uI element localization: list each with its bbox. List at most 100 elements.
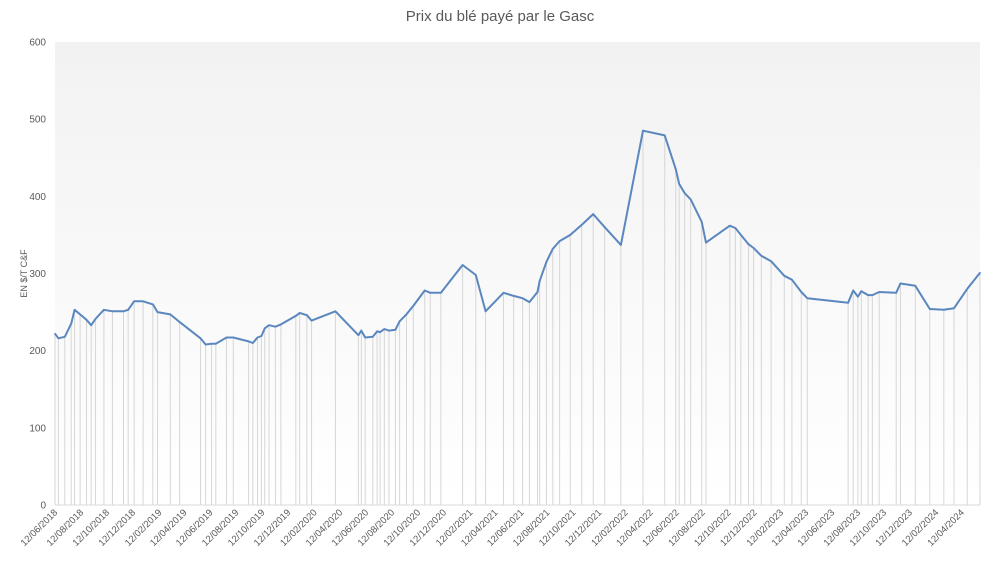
data-point bbox=[133, 300, 135, 303]
data-point bbox=[705, 241, 707, 244]
data-point bbox=[860, 290, 863, 293]
data-point bbox=[274, 325, 277, 328]
data-point bbox=[310, 319, 313, 322]
data-point bbox=[111, 310, 114, 313]
data-point bbox=[663, 134, 666, 137]
data-point bbox=[57, 337, 60, 340]
y-tick-label: 600 bbox=[29, 38, 46, 49]
data-point bbox=[552, 248, 554, 250]
data-point bbox=[210, 342, 213, 345]
data-point bbox=[620, 244, 622, 246]
data-point bbox=[678, 183, 680, 185]
data-point bbox=[334, 310, 337, 313]
data-point bbox=[152, 303, 154, 306]
data-point bbox=[878, 291, 880, 293]
data-point bbox=[747, 243, 750, 245]
data-point bbox=[521, 297, 524, 299]
data-point bbox=[73, 308, 76, 311]
data-point bbox=[90, 324, 92, 327]
data-point bbox=[79, 313, 81, 316]
data-point bbox=[122, 310, 125, 313]
data-point bbox=[847, 302, 849, 304]
data-point bbox=[360, 329, 363, 332]
data-point bbox=[871, 294, 874, 296]
y-axis-label: EN $/T C&F bbox=[19, 249, 29, 298]
drop-lines bbox=[54, 130, 981, 505]
data-point bbox=[528, 301, 531, 303]
data-point bbox=[569, 234, 572, 236]
data-point bbox=[398, 320, 401, 323]
data-point bbox=[295, 315, 297, 317]
data-point bbox=[502, 291, 505, 294]
data-point bbox=[85, 319, 88, 321]
data-point bbox=[298, 312, 301, 314]
data-point bbox=[800, 291, 803, 293]
data-point bbox=[857, 295, 859, 298]
data-point bbox=[867, 294, 869, 296]
data-point bbox=[260, 335, 263, 337]
data-point bbox=[306, 314, 308, 316]
data-point bbox=[580, 224, 583, 226]
data-point bbox=[103, 308, 105, 311]
data-point bbox=[928, 308, 931, 310]
data-point bbox=[252, 342, 254, 344]
data-point bbox=[178, 321, 181, 323]
data-point bbox=[899, 282, 902, 285]
y-tick-label: 500 bbox=[29, 115, 46, 126]
series-line bbox=[54, 129, 981, 346]
data-point bbox=[538, 280, 541, 283]
data-point bbox=[512, 295, 515, 297]
data-point bbox=[852, 289, 855, 292]
data-point bbox=[914, 285, 917, 287]
data-point bbox=[770, 260, 772, 262]
data-point bbox=[357, 334, 360, 337]
plot-background bbox=[55, 42, 980, 505]
data-point bbox=[256, 336, 259, 339]
data-point bbox=[383, 328, 386, 330]
data-point bbox=[70, 322, 72, 325]
data-point bbox=[895, 291, 897, 294]
data-point bbox=[232, 336, 235, 339]
data-point bbox=[199, 337, 202, 340]
data-point bbox=[734, 227, 737, 229]
data-point bbox=[536, 291, 539, 293]
data-point bbox=[966, 288, 969, 290]
data-point bbox=[204, 343, 207, 346]
data-point bbox=[979, 271, 981, 274]
data-point bbox=[783, 275, 786, 277]
data-point bbox=[423, 289, 426, 292]
data-point bbox=[683, 192, 686, 195]
data-point bbox=[280, 323, 282, 326]
data-point bbox=[943, 308, 945, 311]
data-point bbox=[752, 247, 755, 249]
y-tick-label: 100 bbox=[29, 423, 46, 434]
data-point bbox=[729, 224, 731, 227]
data-point bbox=[674, 168, 677, 171]
data-point bbox=[440, 291, 442, 294]
data-point bbox=[545, 261, 548, 263]
y-tick-label: 200 bbox=[29, 346, 46, 357]
y-tick-label: 0 bbox=[40, 501, 46, 512]
data-point bbox=[740, 234, 742, 236]
data-point bbox=[484, 310, 487, 313]
data-point bbox=[388, 329, 390, 332]
data-point bbox=[268, 324, 270, 327]
series-group bbox=[54, 129, 981, 346]
data-point bbox=[689, 198, 692, 201]
data-point bbox=[225, 336, 228, 339]
data-point bbox=[127, 308, 129, 311]
data-point bbox=[169, 313, 172, 316]
data-point bbox=[791, 278, 793, 281]
data-point bbox=[592, 213, 595, 215]
data-point bbox=[215, 342, 217, 345]
data-point bbox=[405, 313, 408, 316]
data-point bbox=[156, 311, 159, 313]
data-point bbox=[642, 129, 644, 132]
data-point bbox=[263, 327, 266, 330]
data-point bbox=[376, 330, 378, 333]
data-point bbox=[603, 226, 606, 228]
data-point bbox=[54, 332, 56, 335]
data-point bbox=[247, 340, 250, 343]
y-axis: 0 100 200 300 400 500 600 bbox=[29, 38, 46, 512]
